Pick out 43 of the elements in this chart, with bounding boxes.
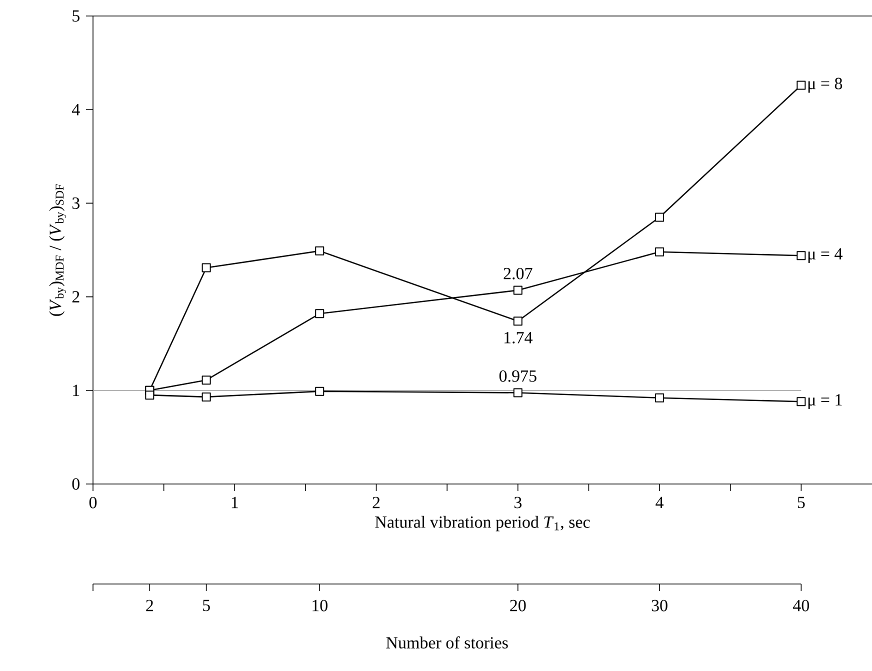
point [655,393,664,402]
point [315,309,324,318]
x2-axis-title: Number of stories [386,636,508,649]
annotation: 1.74 [504,332,533,344]
annotation: 40 [793,600,810,612]
x-tick-label: 2 [372,496,380,508]
x-tick-label: 3 [514,496,522,508]
x-tick-label: 0 [89,496,97,508]
point [315,246,324,256]
x-tick-label: 5 [798,496,805,508]
point [796,251,806,260]
annotation: 0.975 [499,370,536,382]
text: (V$_{by}$)$_{MDF}$ / (V$_{by}$)$_{SDF}$ [49,184,66,316]
point [202,376,211,385]
point [655,212,664,222]
point [145,390,154,400]
series-label: μ = 8 [808,78,842,93]
annotation: 2 [146,600,153,612]
x-tick-label: 4 [656,496,664,508]
y-tick-label: 1 [73,384,80,396]
point [202,263,211,272]
point [513,286,522,295]
annotation: 5 [203,600,210,612]
y-tick-label: 4 [72,104,80,116]
series-label: μ = 1 [808,394,842,410]
x-axis-title: Natural vibration period T$_{1}$, sec [375,516,590,532]
point [202,392,211,402]
annotation: 10 [312,600,328,612]
y-tick-label: 2 [72,291,80,302]
annotation: 20 [510,600,526,612]
point [315,386,324,396]
point [513,388,522,398]
point [796,397,806,406]
point [796,80,806,90]
x-tick-label: 1 [232,496,238,508]
y-tick-label: 0 [72,478,80,490]
y-tick-label: 5 [72,10,80,22]
y-tick-label: 3 [72,197,80,209]
point [655,247,664,256]
annotation: 2.07 [504,268,532,280]
point [513,316,522,326]
annotation: 30 [652,600,668,612]
series-label: μ = 4 [808,248,842,264]
